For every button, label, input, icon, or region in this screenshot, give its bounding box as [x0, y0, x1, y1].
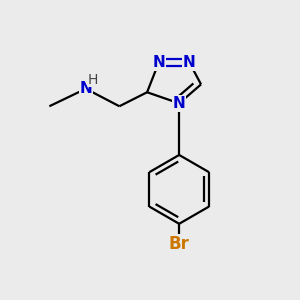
- Text: N: N: [183, 55, 196, 70]
- Text: H: H: [88, 73, 98, 87]
- Text: N: N: [173, 96, 185, 111]
- Text: N: N: [80, 81, 92, 96]
- Text: N: N: [152, 55, 165, 70]
- Text: Br: Br: [169, 235, 190, 253]
